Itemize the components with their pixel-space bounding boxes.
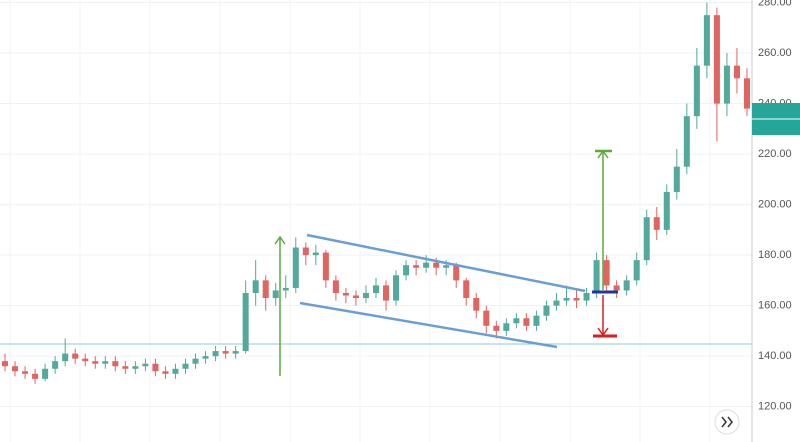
- candle-body: [643, 217, 650, 261]
- candle-body: [322, 252, 329, 281]
- trend-line-upper: [306, 233, 586, 293]
- candle-body: [82, 358, 89, 362]
- candle-body: [703, 15, 710, 66]
- candle-body: [272, 290, 279, 299]
- candle-body: [262, 280, 269, 299]
- candle-body: [493, 325, 500, 331]
- y-tick-label: 280.00: [758, 0, 792, 8]
- candle-body: [623, 280, 630, 291]
- candle-body: [503, 323, 510, 331]
- y-tick-label: 160.00: [758, 300, 792, 312]
- candle-body: [332, 280, 339, 293]
- candle-body: [152, 363, 159, 372]
- candle-body: [42, 368, 49, 379]
- candle-body: [362, 292, 369, 299]
- candle-body: [563, 298, 570, 301]
- candle-body: [453, 265, 460, 281]
- candle-body: [583, 292, 590, 301]
- candle-body: [2, 361, 9, 367]
- candle-body: [282, 287, 289, 291]
- candle-body: [653, 217, 660, 230]
- scroll-button[interactable]: [714, 409, 740, 435]
- y-tick-label: 120.00: [758, 401, 792, 413]
- candle-body: [573, 298, 580, 301]
- candle-body: [32, 373, 39, 379]
- candle-body: [463, 280, 470, 299]
- candle-body: [423, 262, 430, 268]
- candle-body: [683, 116, 690, 167]
- candle-body: [112, 361, 119, 367]
- candle-body: [593, 260, 600, 293]
- candle-body: [393, 275, 400, 301]
- candle-body: [132, 366, 139, 369]
- candle-body: [553, 300, 560, 306]
- candle-body: [613, 285, 620, 291]
- candle-body: [222, 351, 229, 354]
- candle-body: [413, 265, 420, 268]
- candle-body: [242, 292, 249, 352]
- candle-body: [72, 353, 79, 359]
- trend-line-lower: [299, 301, 558, 349]
- candle-body: [543, 305, 550, 316]
- candle-body: [533, 315, 540, 326]
- candle-body: [122, 366, 129, 369]
- candle-body: [232, 351, 239, 354]
- y-axis: 120.00140.00160.00180.00200.00220.00240.…: [758, 0, 792, 413]
- candle-body: [473, 298, 480, 311]
- candle-body: [433, 262, 440, 268]
- candle-body: [603, 260, 610, 286]
- candle-body: [663, 191, 670, 230]
- candle-body: [633, 260, 640, 281]
- candle-body: [483, 310, 490, 326]
- candle-body: [102, 361, 109, 364]
- candle-body: [302, 247, 309, 256]
- arrow-up-left: [274, 235, 286, 376]
- y-tick-label: 260.00: [758, 47, 792, 59]
- candle-body: [443, 265, 450, 268]
- candle-body: [212, 351, 219, 357]
- candle-body: [162, 371, 169, 374]
- candle-body: [523, 318, 530, 326]
- candle-body: [342, 292, 349, 296]
- candle-body: [142, 363, 149, 367]
- candle-body: [252, 280, 259, 293]
- candle-body: [192, 358, 199, 364]
- candle-body: [172, 368, 179, 374]
- candle-body: [292, 247, 299, 288]
- candle-body: [352, 295, 359, 299]
- candle-body: [733, 65, 740, 79]
- candle-body: [372, 285, 380, 293]
- candle-body: [52, 361, 59, 369]
- y-tick-label: 140.00: [758, 350, 792, 362]
- candle-body: [202, 356, 209, 359]
- candle-body: [383, 285, 390, 301]
- candle-body: [743, 78, 750, 109]
- arrow-down: [593, 295, 617, 338]
- candle-body: [693, 65, 700, 117]
- candle-body: [713, 15, 720, 104]
- candles: [2, 2, 750, 384]
- candle-body: [12, 366, 19, 372]
- candle-body: [513, 318, 520, 324]
- y-tick-label: 200.00: [758, 198, 792, 210]
- candle-body: [22, 371, 29, 374]
- candle-body: [723, 65, 730, 104]
- candle-body: [182, 363, 189, 369]
- candle-body: [312, 252, 319, 256]
- candle-body: [673, 166, 680, 192]
- candle-body: [403, 265, 410, 276]
- y-tick-label: 220.00: [758, 148, 792, 160]
- candle-body: [92, 361, 99, 364]
- y-tick-label: 180.00: [758, 249, 792, 261]
- grid: [0, 0, 752, 442]
- candle-body: [62, 353, 69, 362]
- arrow-up-right: [595, 149, 612, 290]
